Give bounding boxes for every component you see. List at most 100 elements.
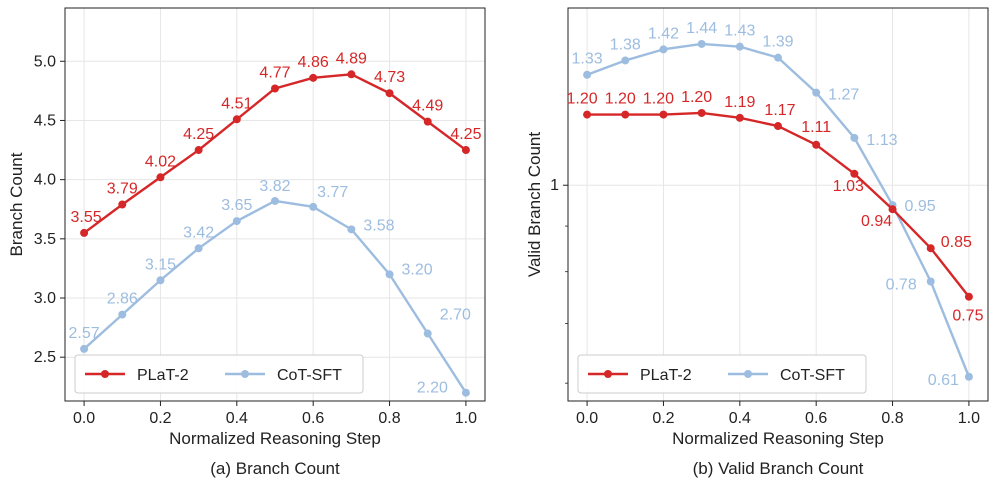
- data-label-cot-sft: 2.20: [417, 380, 448, 397]
- data-point-cot-sft: [194, 244, 203, 253]
- data-point-cot-sft: [621, 56, 630, 65]
- legend-marker-cot-sft: [241, 370, 249, 378]
- data-point-plat2: [118, 200, 127, 209]
- data-point-plat2: [659, 110, 668, 119]
- y-tick-label: 1: [550, 177, 559, 194]
- y-tick-label: 4.5: [34, 112, 56, 129]
- panel-caption-b: (b) Valid Branch Count: [693, 459, 864, 478]
- data-label-cot-sft: 3.82: [259, 178, 290, 195]
- data-point-cot-sft: [850, 133, 859, 142]
- data-point-cot-sft: [812, 88, 821, 97]
- x-tick-label: 0.0: [576, 410, 598, 427]
- legend-marker-plat2: [604, 370, 612, 378]
- data-point-plat2: [461, 146, 470, 155]
- data-label-plat2: 0.75: [952, 308, 983, 325]
- data-point-plat2: [347, 70, 356, 79]
- x-tick-label: 0.0: [73, 410, 95, 427]
- data-point-cot-sft: [80, 344, 89, 353]
- data-point-plat2: [583, 110, 592, 119]
- data-point-cot-sft: [232, 217, 241, 226]
- data-label-plat2: 0.94: [861, 213, 892, 230]
- data-point-cot-sft: [385, 270, 394, 279]
- data-label-plat2: 1.20: [643, 91, 674, 108]
- x-tick-label: 1.0: [455, 410, 477, 427]
- data-label-plat2: 4.25: [450, 126, 481, 143]
- x-tick-label: 0.8: [881, 410, 903, 427]
- data-point-plat2: [812, 140, 821, 149]
- data-point-plat2: [850, 169, 859, 178]
- data-label-cot-sft: 1.43: [724, 23, 755, 40]
- data-label-plat2: 1.20: [605, 91, 636, 108]
- plot-frame: [567, 7, 989, 402]
- y-tick-label: 2.5: [34, 349, 56, 366]
- plot-frame: [64, 7, 486, 402]
- x-tick-label: 0.2: [652, 410, 674, 427]
- data-point-cot-sft: [423, 329, 432, 338]
- series-line-plat2: [83, 73, 467, 234]
- data-label-cot-sft: 2.57: [69, 325, 100, 342]
- legend-marker-plat2: [101, 370, 109, 378]
- data-label-cot-sft: 3.58: [363, 217, 394, 234]
- data-point-plat2: [621, 110, 630, 119]
- data-point-plat2: [194, 146, 203, 155]
- data-label-plat2: 4.02: [145, 153, 176, 170]
- data-label-cot-sft: 3.15: [145, 256, 176, 273]
- data-label-plat2: 0.85: [941, 234, 972, 251]
- data-label-plat2: 4.25: [183, 126, 214, 143]
- data-label-cot-sft: 1.38: [610, 36, 641, 53]
- data-point-cot-sft: [774, 53, 782, 62]
- data-point-cot-sft: [583, 70, 592, 79]
- data-point-plat2: [735, 113, 744, 122]
- data-label-plat2: 1.03: [833, 178, 864, 195]
- data-point-cot-sft: [697, 39, 706, 48]
- data-point-cot-sft: [926, 277, 935, 286]
- legend-box: [577, 354, 867, 394]
- data-point-plat2: [964, 292, 973, 301]
- data-point-cot-sft: [271, 196, 279, 205]
- y-axis-label: Valid Branch Count: [525, 132, 544, 277]
- data-point-plat2: [271, 84, 279, 93]
- data-label-plat2: 4.73: [374, 69, 405, 86]
- data-point-plat2: [156, 173, 165, 182]
- data-label-cot-sft: 1.39: [762, 34, 793, 51]
- data-label-cot-sft: 0.61: [928, 372, 959, 389]
- x-tick-label: 1.0: [958, 410, 980, 427]
- data-point-plat2: [232, 115, 241, 124]
- x-tick-label: 0.6: [805, 410, 827, 427]
- data-label-cot-sft: 0.95: [905, 198, 936, 215]
- data-point-cot-sft: [156, 276, 165, 285]
- data-label-cot-sft: 2.70: [440, 307, 471, 324]
- x-tick-label: 0.4: [729, 410, 751, 427]
- data-label-plat2: 1.20: [567, 91, 598, 108]
- data-point-cot-sft: [735, 42, 744, 51]
- data-point-cot-sft: [347, 225, 356, 234]
- data-point-plat2: [697, 108, 706, 117]
- data-point-plat2: [423, 117, 432, 126]
- data-label-cot-sft: 1.27: [828, 87, 859, 104]
- panel-caption-a: (a) Branch Count: [210, 459, 340, 478]
- data-label-plat2: 4.86: [298, 54, 329, 71]
- x-axis-label: Normalized Reasoning Step: [672, 429, 884, 448]
- y-tick-label: 3.0: [34, 290, 56, 307]
- data-point-plat2: [385, 89, 394, 98]
- data-point-plat2: [774, 122, 782, 131]
- y-tick-label: 5.0: [34, 53, 56, 70]
- data-point-cot-sft: [659, 45, 668, 54]
- y-tick-label: 3.5: [34, 231, 56, 248]
- data-label-cot-sft: 3.20: [402, 261, 433, 278]
- legend-label-plat2: PLaT-2: [137, 367, 189, 384]
- x-axis-label: Normalized Reasoning Step: [169, 429, 381, 448]
- legend-label-cot-sft: CoT-SFT: [277, 367, 342, 384]
- data-label-plat2: 3.55: [71, 209, 102, 226]
- data-label-plat2: 1.20: [681, 89, 712, 106]
- x-tick-label: 0.4: [226, 410, 248, 427]
- legend-box: [74, 354, 364, 394]
- data-label-plat2: 3.79: [107, 181, 138, 198]
- legend-label-plat2: PLaT-2: [640, 367, 692, 384]
- data-label-plat2: 4.89: [336, 50, 367, 67]
- data-label-cot-sft: 2.86: [107, 291, 138, 308]
- legend-marker-cot-sft: [744, 370, 752, 378]
- data-point-plat2: [888, 205, 897, 214]
